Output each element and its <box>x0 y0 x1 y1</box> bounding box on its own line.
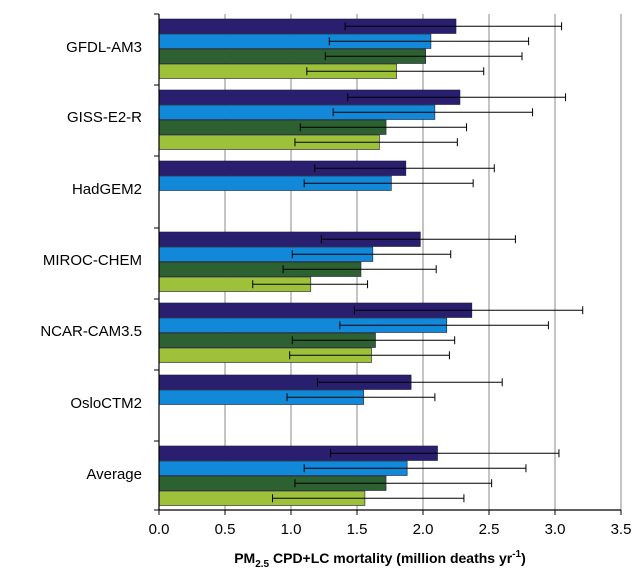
x-tick-label: 3.0 <box>545 521 566 538</box>
category-label: HadGEM2 <box>72 181 142 198</box>
x-axis-title-close: ) <box>521 550 526 566</box>
category-label: Average <box>86 466 142 483</box>
x-axis-title-sup: -1 <box>512 549 521 560</box>
bars <box>158 18 473 506</box>
axes <box>154 13 622 515</box>
category-label: GFDL-AM3 <box>66 39 142 56</box>
x-tick-label: 3.5 <box>611 521 632 538</box>
x-tick-label: 0.5 <box>215 521 236 538</box>
labels: 0.0 0.5 1.0 1.5 2.0 2.5 3.0 3.5 GFDL-AM3 GISS-E2-… <box>40 39 631 538</box>
x-tick-label: 1.0 <box>281 521 302 538</box>
error-bars <box>252 22 584 503</box>
x-axis-title-rest: CPD+LC mortality (million deaths yr <box>269 550 513 566</box>
x-tick-label: 1.5 <box>347 521 368 538</box>
category-label: NCAR-CAM3.5 <box>40 323 142 340</box>
x-tick-label: 2.5 <box>479 521 500 538</box>
category-label: GISS-E2-R <box>67 109 142 126</box>
x-axis-title: PM2.5 CPD+LC mortality (million deaths y… <box>234 549 526 567</box>
x-axis-title-main: PM <box>234 550 255 566</box>
x-axis-title-sub: 2.5 <box>255 559 269 567</box>
x-tick-label: 2.0 <box>413 521 434 538</box>
x-tick-label: 0.0 <box>149 521 170 538</box>
category-label: MIROC-CHEM <box>43 252 142 269</box>
category-label: OsloCTM2 <box>70 395 142 412</box>
